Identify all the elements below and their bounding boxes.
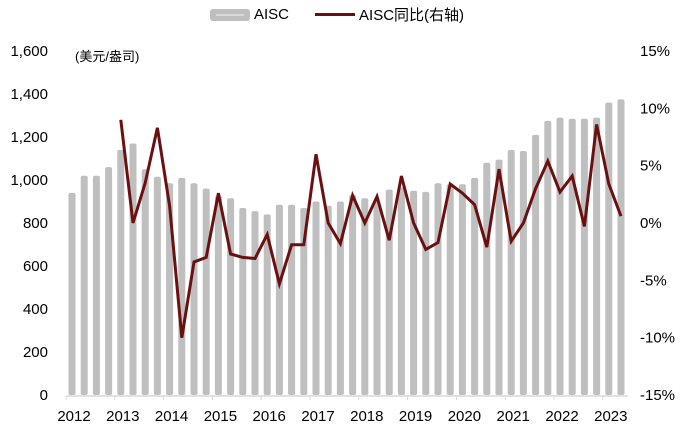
y2-tick-label: -15% [640,387,675,404]
bar [227,198,235,395]
y2-tick-label: -5% [640,272,667,289]
x-tick-label: 2013 [106,408,139,425]
bar [519,150,527,395]
y-tick-label: 800 [23,215,48,232]
line-swatch-icon [315,13,356,16]
bar [349,195,357,395]
bar [129,143,137,395]
bar [373,201,381,395]
yoy-line [119,119,623,338]
bar [385,189,393,395]
legend: AISC AISC同比(右轴) [210,4,490,25]
bar [397,187,405,395]
bar [483,162,491,395]
y-tick-label: 1,400 [10,86,48,103]
bar [336,201,344,395]
x-tick-label: 2022 [545,408,578,425]
bar [605,102,613,395]
bar [117,149,125,395]
y-tick-label: 600 [23,258,48,275]
bar [471,177,479,395]
bar [446,184,454,395]
x-tick-label: 2020 [448,408,481,425]
legend-label-aisc: AISC [254,6,290,23]
bar [507,149,515,395]
y2-tick-label: -10% [640,330,675,347]
legend-item-aisc-yoy: AISC同比(右轴) [315,4,464,25]
bar [190,183,198,395]
y-tick-label: 200 [23,344,48,361]
legend-item-aisc: AISC [210,6,289,23]
x-tick-label: 2023 [594,408,627,425]
bar [617,99,625,395]
bar [434,183,442,395]
y-tick-label: 1,200 [10,129,48,146]
bar-swatch-icon [210,8,250,21]
bar [251,211,259,395]
bar [410,190,418,395]
x-tick-label: 2015 [204,408,237,425]
bar [568,118,576,395]
bar [214,196,222,395]
x-tick-label: 2012 [57,408,90,425]
y-tick-label: 1,000 [10,172,48,189]
bar [275,204,283,395]
x-tick-label: 2019 [399,408,432,425]
bar [361,198,369,395]
y-tick-label: 1,600 [10,43,48,60]
x-tick-label: 2018 [350,408,383,425]
bar [80,175,88,395]
bar [263,214,271,395]
bar [532,134,540,395]
y2-tick-label: 10% [640,100,670,117]
bar [556,117,564,396]
y2-tick-label: 0% [640,215,662,232]
x-tick-label: 2021 [497,408,530,425]
legend-label-aisc-yoy: AISC同比(右轴) [359,7,465,24]
bar [153,176,161,395]
bar [178,177,186,395]
bar [495,159,503,395]
bar [92,175,100,395]
bar [141,169,149,395]
bar [312,201,320,395]
bar [105,167,113,395]
bar [68,192,76,395]
bar [580,118,588,395]
y2-tick-label: 15% [640,43,670,60]
bar [288,204,296,395]
x-tick-label: 2017 [301,408,334,425]
x-tick-label: 2014 [155,408,188,425]
y2-tick-label: 5% [640,158,662,175]
bar [239,207,247,395]
bar [593,117,601,396]
bar [324,205,332,395]
bar [202,188,210,395]
y-tick-label: 0 [40,387,48,404]
bar [458,184,466,395]
y-axis-unit-label: (美元/盎司) [75,49,140,64]
x-tick-label: 2016 [253,408,286,425]
bar [544,120,552,395]
y-tick-label: 400 [23,301,48,318]
bar [300,207,308,395]
bar [422,191,430,395]
